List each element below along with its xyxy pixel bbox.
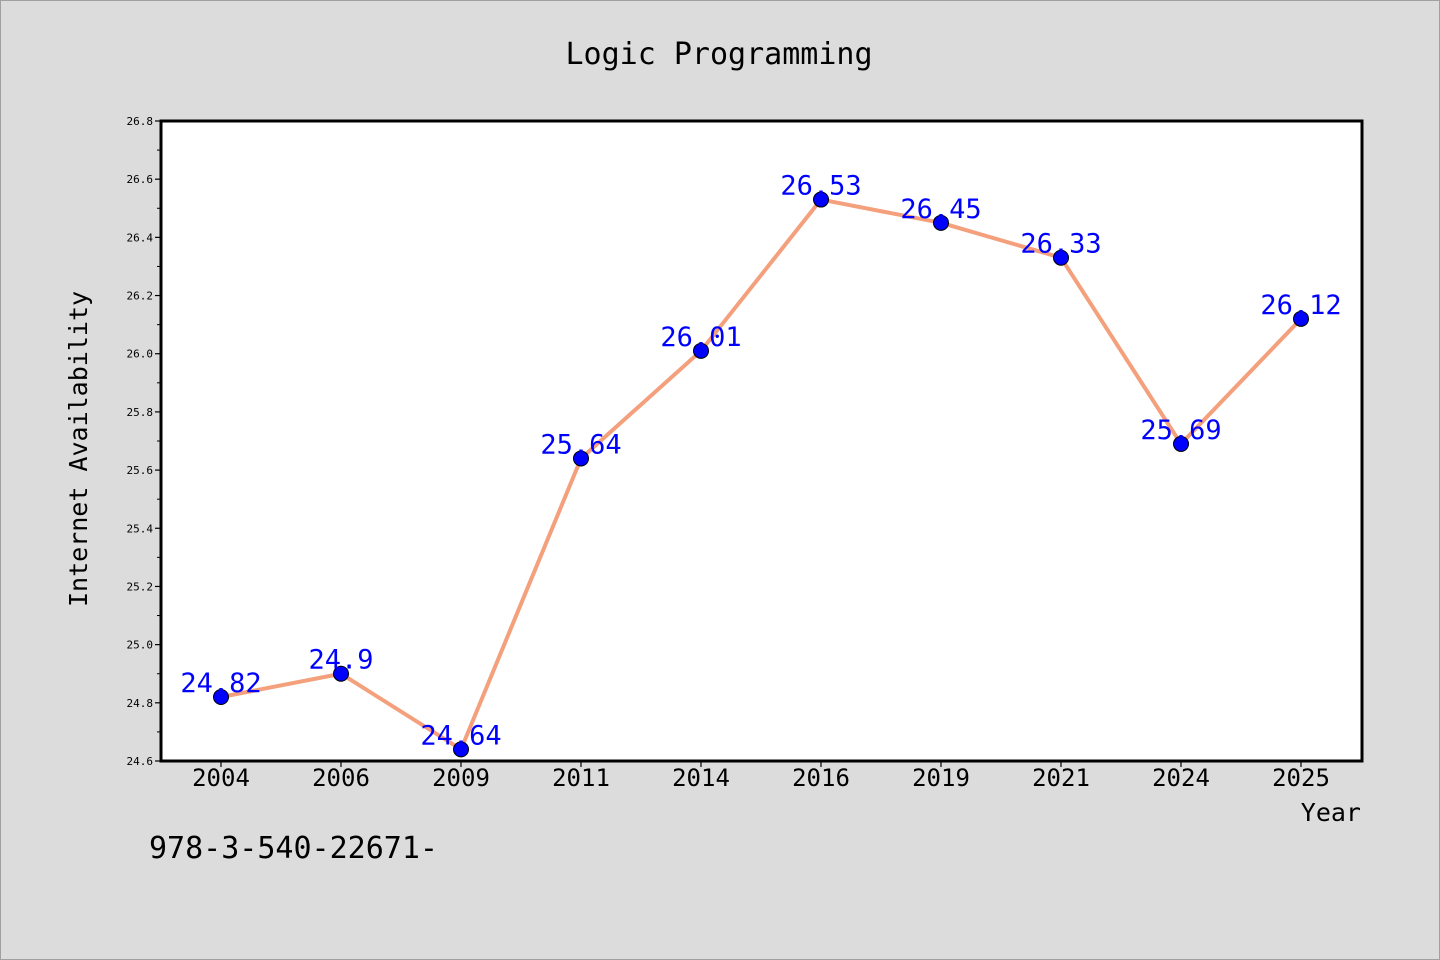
x-tick-label: 2024 — [1152, 764, 1210, 792]
data-point — [693, 342, 709, 359]
y-tick-label: 25.4 — [127, 522, 154, 535]
data-point — [933, 214, 949, 231]
x-tick-label: 2011 — [552, 764, 610, 792]
x-tick-label: 2006 — [312, 764, 370, 792]
y-tick-label: 26.4 — [127, 231, 154, 244]
x-tick-label: 2009 — [432, 764, 490, 792]
y-tick-label: 25.0 — [127, 639, 154, 652]
x-axis-label: Year — [1301, 798, 1361, 827]
data-point — [213, 689, 229, 705]
x-axis: 2004 2006 2009 2011 2014 2016 2019 2021 2024 2025 — [192, 761, 1330, 792]
data-label: 26.53 — [780, 171, 861, 202]
data-label: 24.82 — [180, 668, 261, 699]
data-label: 26.12 — [1260, 290, 1341, 321]
x-tick-label: 2021 — [1032, 764, 1090, 792]
data-label: 26.01 — [660, 322, 741, 353]
data-point — [1173, 435, 1189, 452]
y-tick-label: 26.8 — [127, 115, 154, 128]
data-label: 25.69 — [1140, 415, 1221, 446]
data-point — [453, 741, 469, 758]
x-tick-label: 2025 — [1272, 764, 1330, 792]
data-series: 24.82 24.9 24.64 25.64 26.01 26.53 26.45 26.33 2… — [180, 171, 1342, 758]
data-label: 25.64 — [540, 429, 621, 460]
data-label: 26.33 — [1020, 229, 1101, 260]
chart-title: Logic Programming — [565, 37, 872, 72]
x-tick-label: 2004 — [192, 764, 250, 792]
data-label: 26.45 — [900, 194, 981, 225]
y-tick-label: 25.8 — [127, 406, 154, 419]
y-tick-label: 24.6 — [127, 755, 154, 768]
x-tick-label: 2014 — [672, 764, 730, 792]
x-tick-label: 2016 — [792, 764, 850, 792]
data-label: 24.64 — [420, 720, 501, 751]
footer-text: 978-3-540-22671- — [149, 831, 438, 866]
data-point — [813, 191, 829, 208]
series-line — [220, 197, 1303, 752]
data-point — [333, 665, 349, 682]
y-axis: 24.6 24.8 25.0 25.2 25.4 25.6 25.8 26.0 26.2 26.4… — [127, 115, 161, 768]
y-tick-label: 26.2 — [127, 290, 154, 303]
x-tick-label: 2019 — [912, 764, 970, 792]
y-tick-label: 26.6 — [127, 173, 154, 186]
data-point — [1053, 249, 1069, 266]
plot-area — [159, 119, 1364, 763]
y-tick-label: 24.8 — [127, 697, 154, 710]
y-tick-label: 25.2 — [127, 580, 154, 593]
y-tick-label: 25.6 — [127, 464, 154, 477]
y-axis-label: Internet Availability — [64, 291, 93, 607]
data-point — [573, 450, 589, 467]
data-label: 24.9 — [308, 645, 373, 676]
y-tick-label: 26.0 — [127, 348, 154, 361]
data-point — [1293, 310, 1309, 327]
